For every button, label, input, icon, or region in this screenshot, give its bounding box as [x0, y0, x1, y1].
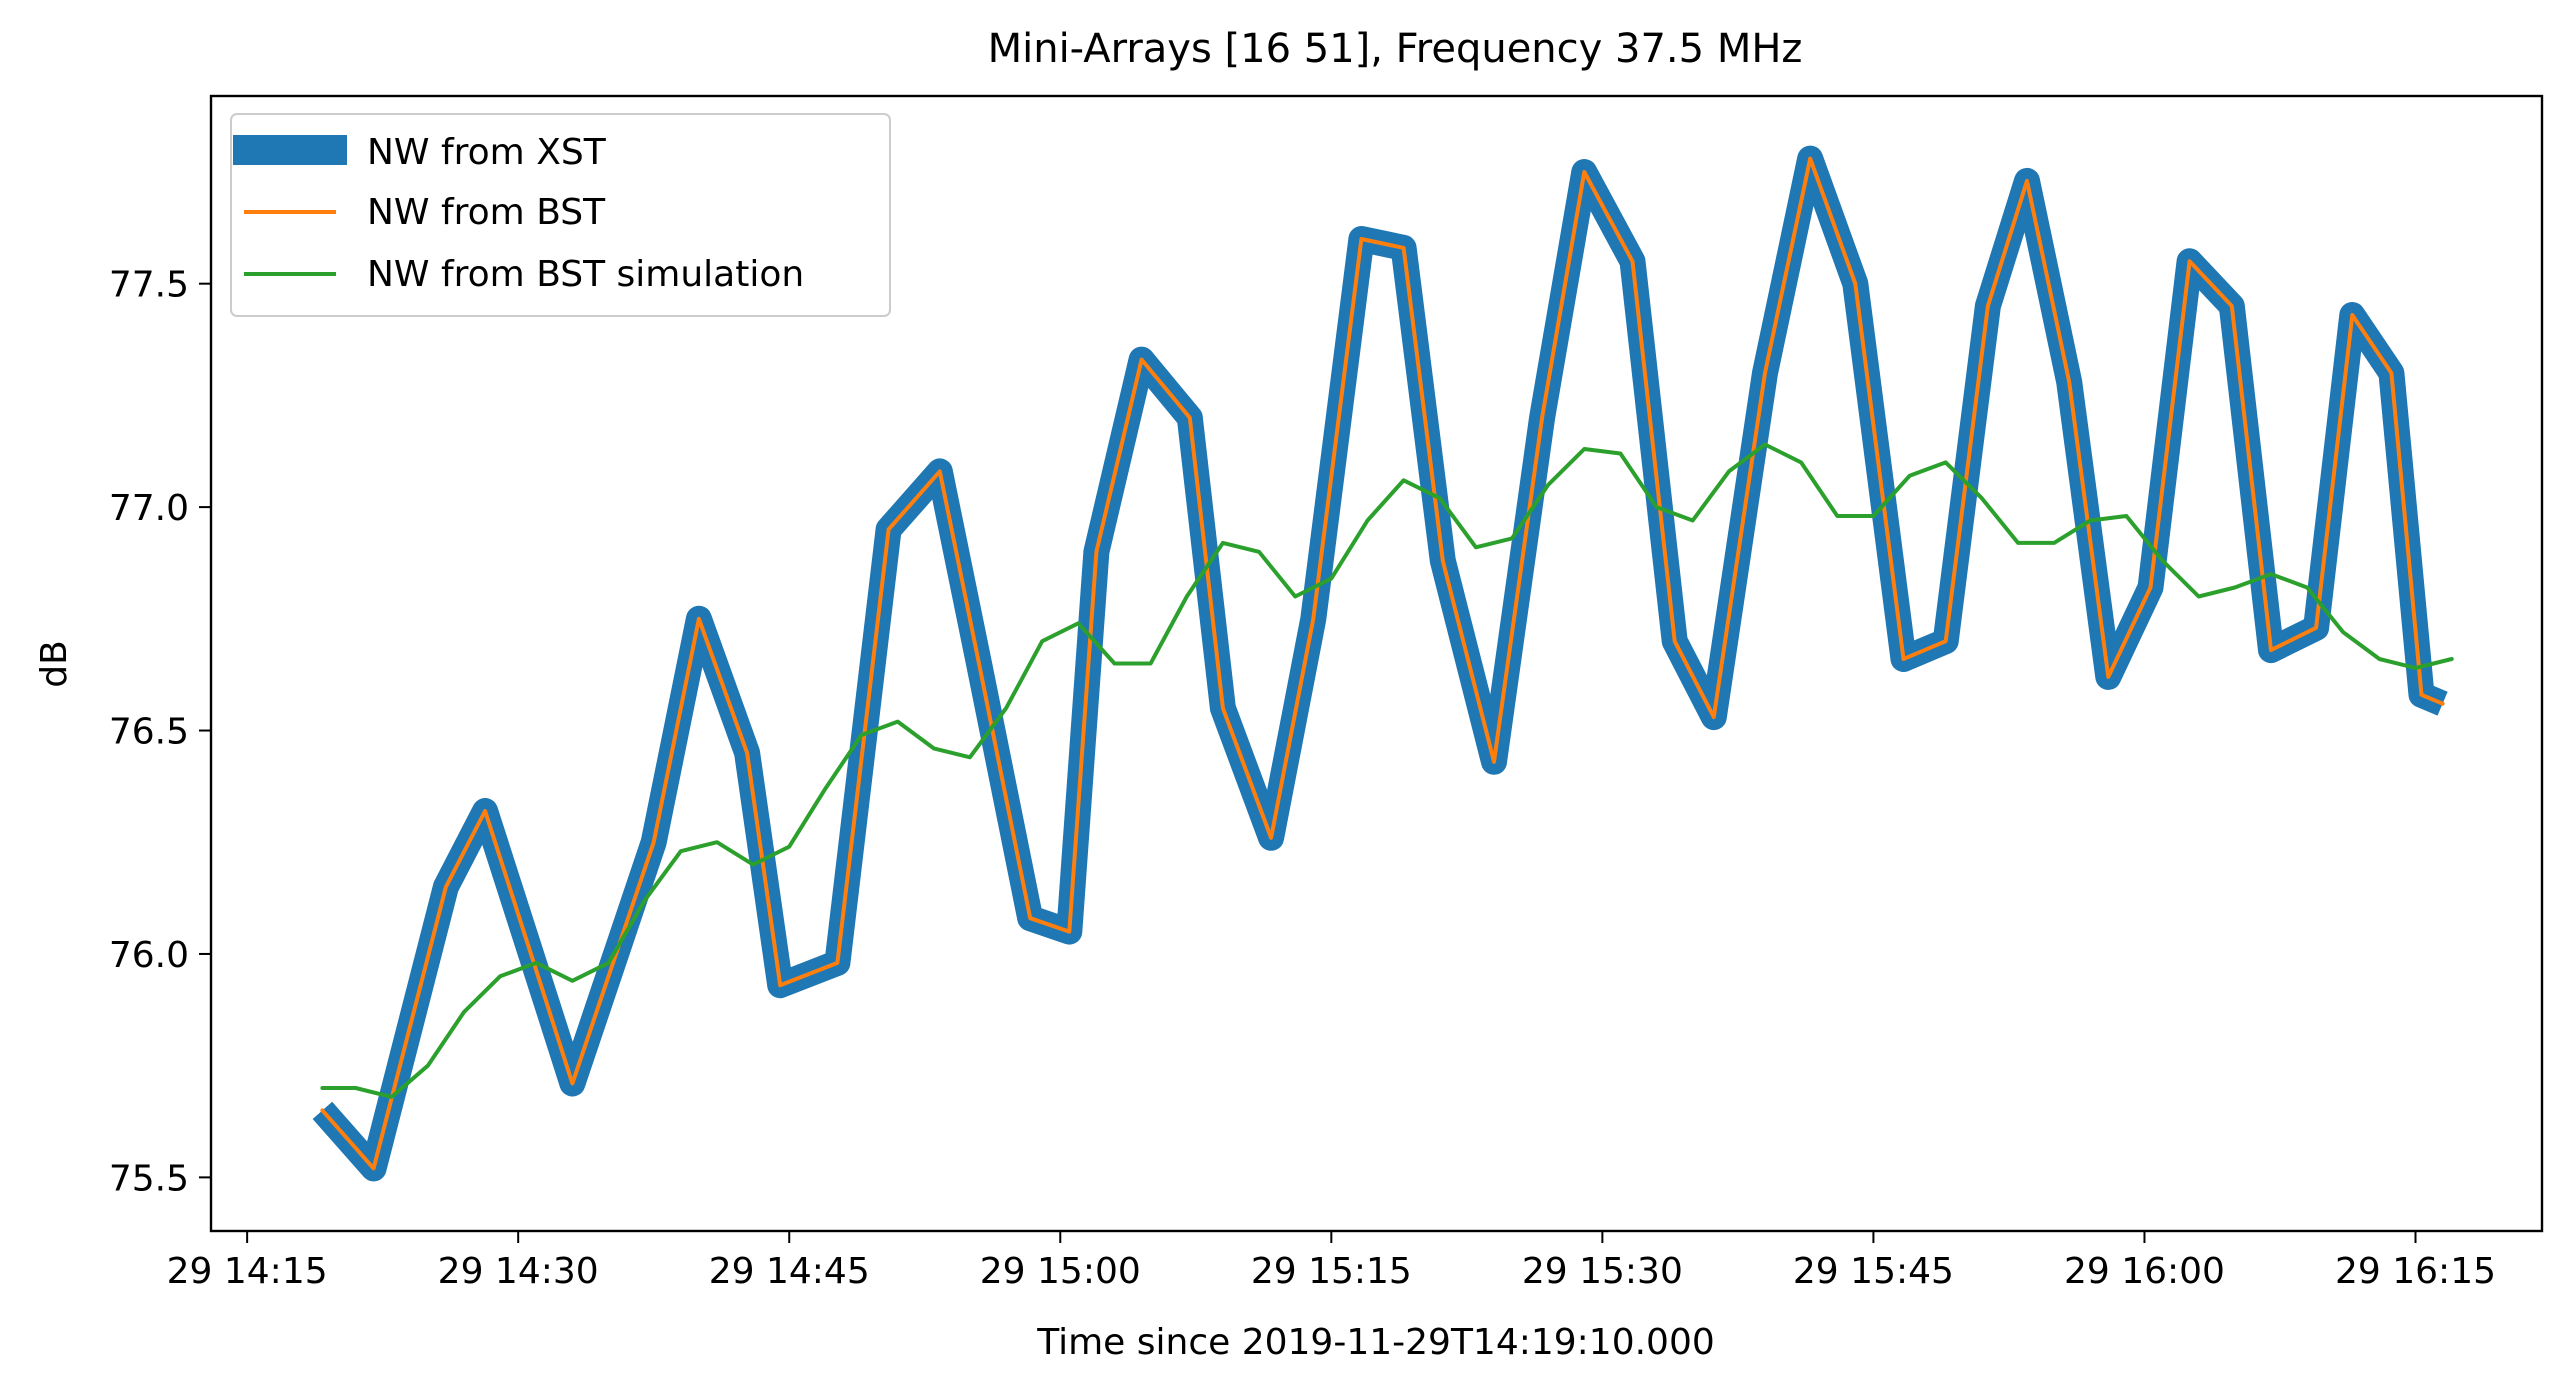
x-tick-label: 29 15:15: [1251, 1251, 1412, 1292]
legend: NW from XST NW from BST NW from BST simu…: [230, 113, 891, 317]
y-tick-label: 77.0: [109, 488, 189, 529]
y-tick-label: 76.0: [109, 935, 189, 976]
x-tick-label: 29 16:00: [2064, 1251, 2225, 1292]
legend-frame: [230, 113, 891, 317]
y-axis-label: dB: [34, 640, 75, 688]
legend-label-bst: NW from BST: [367, 192, 606, 233]
y-axis: 75.5 76.0 76.5 77.0 77.5: [109, 265, 211, 1199]
y-tick-label: 76.5: [109, 712, 189, 753]
legend-label-xst: NW from XST: [367, 132, 607, 173]
x-tick-label: 29 14:45: [709, 1251, 870, 1292]
plot-area: [209, 94, 2544, 1233]
x-axis: 29 14:15 29 14:30 29 14:45 29 15:00 29 15:15…: [167, 1231, 2496, 1292]
x-tick-label: 29 15:45: [1793, 1251, 1954, 1292]
x-tick-label: 29 15:30: [1522, 1251, 1683, 1292]
x-tick-label: 29 14:30: [438, 1251, 599, 1292]
y-tick-label: 77.5: [109, 265, 189, 306]
x-axis-label: Time since 2019-11-29T14:19:10.000: [1036, 1322, 1715, 1363]
x-tick-label: 29 16:15: [2335, 1251, 2496, 1292]
series-line-bst-simulation: [320, 442, 2454, 1099]
series-layer: [312, 145, 2454, 1182]
plot-frame: [209, 94, 2544, 1233]
x-tick-label: 29 14:15: [167, 1251, 328, 1292]
y-tick-label: 75.5: [109, 1158, 189, 1199]
x-tick-label: 29 15:00: [980, 1251, 1141, 1292]
series-line-bst: [320, 156, 2445, 1171]
legend-label-bst-simulation: NW from BST simulation: [367, 254, 804, 295]
chart-title: Mini-Arrays [16 51], Frequency 37.5 MHz: [988, 26, 1803, 72]
